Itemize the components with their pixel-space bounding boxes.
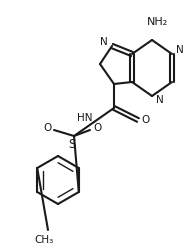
Text: O: O — [93, 123, 101, 133]
Text: N: N — [156, 95, 164, 105]
Text: N: N — [176, 45, 184, 55]
Text: NH₂: NH₂ — [147, 17, 169, 27]
Text: O: O — [142, 115, 150, 125]
Text: CH₃: CH₃ — [34, 235, 54, 245]
Text: N: N — [100, 37, 108, 47]
Text: O: O — [43, 123, 51, 133]
Text: S: S — [68, 138, 76, 150]
Text: HN: HN — [77, 113, 93, 123]
